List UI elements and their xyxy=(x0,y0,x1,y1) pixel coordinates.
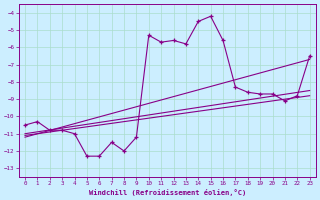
X-axis label: Windchill (Refroidissement éolien,°C): Windchill (Refroidissement éolien,°C) xyxy=(89,189,246,196)
